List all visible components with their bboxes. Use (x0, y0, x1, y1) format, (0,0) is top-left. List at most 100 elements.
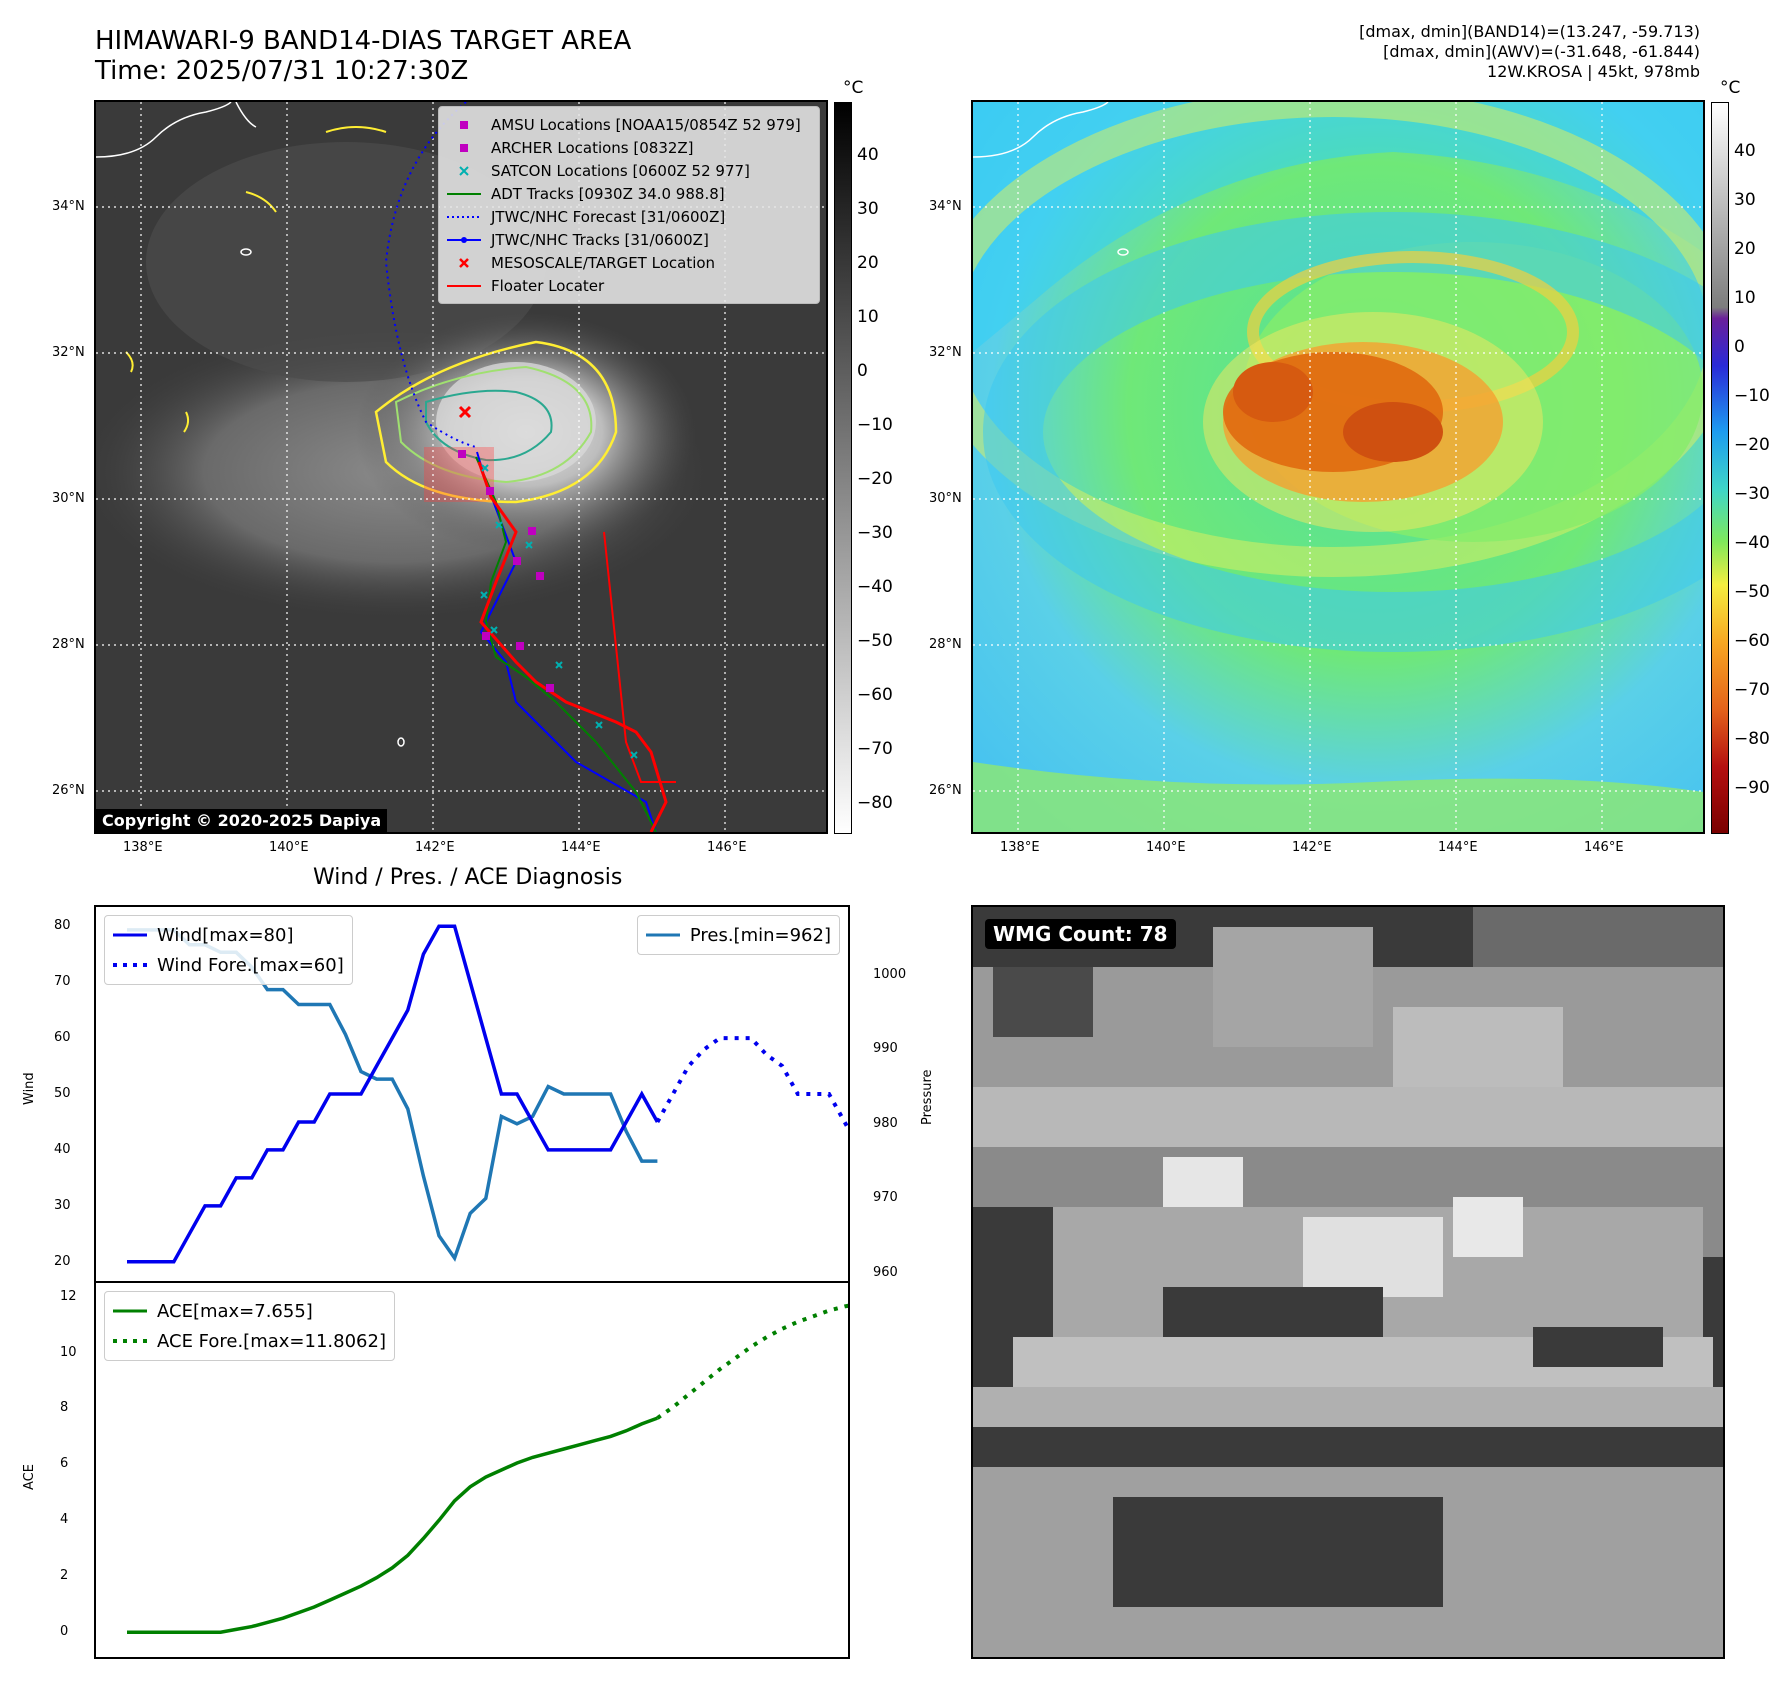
wmg-image (973, 907, 1723, 1657)
legend-jtwc-tracks: JTWC/NHC Tracks [31/0600Z] (447, 228, 811, 251)
lon-tick-label: 142°E (415, 840, 455, 855)
awv-colorbar-unit: °C (1720, 78, 1741, 98)
legend-jtwc-forecast: JTWC/NHC Forecast [31/0600Z] (447, 207, 726, 226)
ace-tick-label: 2 (60, 1568, 69, 1584)
ace-line (127, 1416, 659, 1634)
wind-tick-label: 60 (54, 1030, 71, 1046)
lon-tick-label: 144°E (1438, 840, 1478, 855)
pres-tick-label: 990 (873, 1041, 898, 1057)
ir-colorbar-tick: −50 (857, 631, 893, 651)
wind-tick-label: 70 (54, 974, 71, 990)
awv-colorbar (1711, 102, 1729, 834)
ace-forecast-line (656, 1303, 848, 1420)
ir-colorbar-tick: −10 (857, 415, 893, 435)
ace-chart (127, 1303, 848, 1634)
ace-legend: ACE[max=7.655] ACE Fore.[max=11.8062] (104, 1291, 395, 1361)
wind-ylabel: Wind (22, 1072, 37, 1105)
wind-legend: Wind[max=80] Wind Fore.[max=60] (104, 915, 353, 985)
figure-time: Time: 2025/07/31 10:27:30Z (95, 56, 469, 86)
ace-tick-label: 4 (60, 1512, 69, 1528)
lat-tick-label: 26°N (929, 783, 962, 798)
awv-colorbar-tick: −90 (1734, 778, 1770, 798)
diag-title: Wind / Pres. / ACE Diagnosis (313, 865, 623, 890)
info-storm: 12W.KROSA | 45kt, 978mb (1487, 62, 1700, 81)
awv-colorbar-tick: 30 (1734, 190, 1756, 210)
ir-colorbar-tick: 20 (857, 253, 879, 273)
lat-tick-label: 34°N (929, 199, 962, 214)
wmg-count-label: WMG Count: 78 (985, 919, 1176, 949)
ir-colorbar-tick: −80 (857, 793, 893, 813)
pres-legend: Pres.[min=962] (636, 915, 840, 955)
lon-tick-label: 140°E (1146, 840, 1186, 855)
ir-colorbar-tick: −30 (857, 523, 893, 543)
wind-line (127, 924, 659, 1264)
info-awv: [dmax, dmin](AWV)=(-31.648, -61.844) (1383, 42, 1700, 61)
pres-ylabel: Pressure (920, 1069, 935, 1125)
ir-map-panel: AMSU Locations [NOAA15/0854Z 52 979] ARC… (94, 100, 828, 834)
ace-tick-label: 10 (60, 1344, 77, 1360)
ir-colorbar-tick: −70 (857, 739, 893, 759)
wind-tick-label: 30 (54, 1197, 71, 1213)
ir-colorbar-unit: °C (843, 78, 864, 98)
lat-tick-label: 30°N (52, 491, 85, 506)
wmg-panel: WMG Count: 78 (971, 905, 1725, 1659)
ir-colorbar-tick: −40 (857, 577, 893, 597)
lon-tick-label: 146°E (1584, 840, 1624, 855)
ace-tick-label: 6 (60, 1456, 69, 1472)
figure-title: HIMAWARI-9 BAND14-DIAS TARGET AREA (95, 26, 632, 56)
lon-tick-label: 140°E (269, 840, 309, 855)
awv-colorbar-tick: 0 (1734, 337, 1745, 357)
awv-colorbar-tick: −50 (1734, 582, 1770, 602)
pres-tick-label: 960 (873, 1265, 898, 1280)
legend-archer: ARCHER Locations [0832Z] (447, 136, 811, 159)
pres-tick-label: 980 (873, 1115, 898, 1131)
lat-tick-label: 34°N (52, 199, 85, 214)
ace-plot: ACE[max=7.655] ACE Fore.[max=11.8062] (94, 1281, 850, 1659)
ir-colorbar-tick: 0 (857, 361, 868, 381)
lon-tick-label: 146°E (707, 840, 747, 855)
ir-colorbar-tick: 10 (857, 307, 879, 327)
legend-wind: Wind[max=80] (113, 924, 294, 946)
ir-colorbar (834, 102, 852, 834)
info-band14: [dmax, dmin](BAND14)=(13.247, -59.713) (1359, 22, 1700, 41)
ir-colorbar-tick: −60 (857, 685, 893, 705)
awv-map-panel (971, 100, 1705, 834)
copyright-label: Copyright © 2020-2025 Dapiya (96, 809, 388, 832)
ace-tick-label: 0 (60, 1624, 69, 1640)
lat-tick-label: 28°N (52, 637, 85, 652)
pres-tick-label: 970 (873, 1190, 898, 1206)
lon-tick-label: 138°E (1000, 840, 1040, 855)
awv-satellite-image (973, 102, 1703, 832)
awv-colorbar-tick: −30 (1734, 484, 1770, 504)
wind-tick-label: 80 (54, 918, 71, 934)
ace-tick-label: 8 (60, 1400, 69, 1416)
wind-tick-label: 40 (54, 1141, 71, 1157)
ir-colorbar-tick: −20 (857, 469, 893, 489)
awv-colorbar-tick: −20 (1734, 435, 1770, 455)
awv-colorbar-tick: 20 (1734, 239, 1756, 259)
awv-colorbar-tick: 10 (1734, 288, 1756, 308)
ir-colorbar-tick: 30 (857, 199, 879, 219)
wind-tick-label: 50 (54, 1086, 71, 1101)
awv-colorbar-tick: −40 (1734, 533, 1770, 553)
lat-tick-label: 30°N (929, 491, 962, 506)
lon-tick-label: 138°E (123, 840, 163, 855)
wind-tick-label: 20 (54, 1253, 71, 1269)
lat-tick-label: 32°N (929, 345, 962, 360)
ace-ylabel: ACE (22, 1464, 37, 1490)
legend-adt: ADT Tracks [0930Z 34.0 988.8] (447, 184, 725, 203)
awv-colorbar-tick: −70 (1734, 680, 1770, 700)
awv-colorbar-tick: 40 (1734, 141, 1756, 161)
lat-tick-label: 26°N (52, 783, 85, 798)
ir-colorbar-tick: 40 (857, 145, 879, 165)
awv-colorbar-tick: −80 (1734, 729, 1770, 749)
wind-pres-plot: Wind[max=80] Wind Fore.[max=60] Pres.[mi… (94, 905, 850, 1283)
awv-colorbar-tick: −60 (1734, 631, 1770, 651)
legend-pres: Pres.[min=962] (645, 924, 831, 946)
lon-tick-label: 142°E (1292, 840, 1332, 855)
legend-ace-fore: ACE Fore.[max=11.8062] (113, 1330, 386, 1352)
legend-floater: Floater Locater (447, 276, 605, 295)
legend-mesoscale: MESOSCALE/TARGET Location (447, 251, 811, 274)
legend-satcon: SATCON Locations [0600Z 52 977] (447, 159, 811, 182)
map-legend: AMSU Locations [NOAA15/0854Z 52 979] ARC… (438, 106, 820, 304)
